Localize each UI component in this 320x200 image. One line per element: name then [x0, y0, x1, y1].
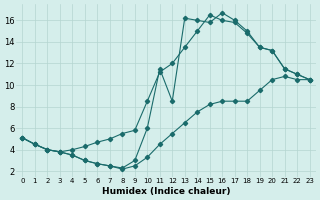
- X-axis label: Humidex (Indice chaleur): Humidex (Indice chaleur): [102, 187, 230, 196]
